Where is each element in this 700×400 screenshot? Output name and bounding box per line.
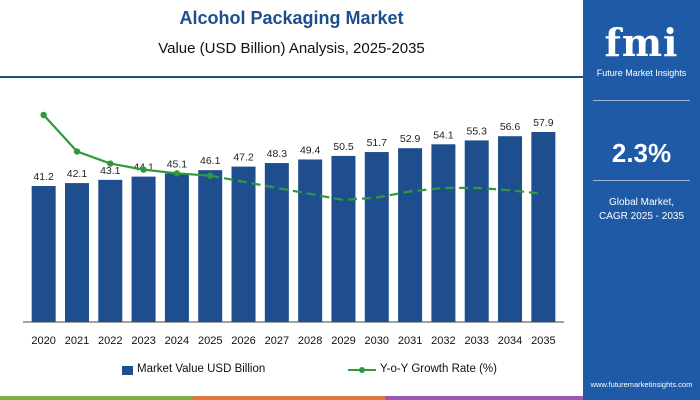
x-tick-2030: 2030 [365,335,389,347]
data-label-2035: 57.9 [533,117,554,129]
bar-2028 [298,159,323,322]
data-label-2028: 49.4 [300,144,321,156]
data-label-2029: 50.5 [333,141,354,153]
chart-area: Alcohol Packaging Market Value (USD Bill… [0,8,583,400]
bar-2029 [331,155,356,322]
data-label-2022: 43.1 [100,165,121,177]
sidebar-divider-top [593,100,690,101]
cagr-value: 2.3% [611,138,672,168]
growth-point-2021 [73,148,81,155]
data-label-2027: 48.3 [267,148,288,160]
data-label-2024: 45.1 [167,158,188,170]
x-tick-2029: 2029 [331,335,355,347]
data-label-2032: 54.1 [433,129,454,141]
x-tick-2020: 2020 [31,335,55,347]
data-label-2030: 51.7 [367,137,388,149]
bar-2021 [64,183,89,322]
bar-2020 [31,186,56,322]
data-label-2031: 52.9 [400,133,421,145]
x-tick-2025: 2025 [198,335,222,347]
x-tick-2026: 2026 [231,335,255,347]
bar-2033 [464,140,489,322]
legend-bar-swatch [122,366,133,375]
bottom-color-strip [0,396,583,400]
x-tick-2028: 2028 [298,335,322,347]
bar-2023 [131,176,156,322]
data-label-2033: 55.3 [467,125,488,137]
bar-2024 [164,173,189,322]
x-tick-2021: 2021 [65,335,89,347]
growth-point-2025 [207,172,214,179]
growth-point-2024 [173,170,181,177]
x-tick-2035: 2035 [531,335,555,347]
growth-point-2023 [140,166,147,173]
cagr-label-line1: Global Market, [608,197,675,208]
bar-2031 [398,148,423,322]
growth-point-2020 [40,111,47,119]
sidebar-panel: fmi Future Market Insights 2.3% Global M… [583,0,700,400]
x-tick-2033: 2033 [464,335,488,347]
growth-line-forecast [210,174,544,202]
bar-2030 [364,152,389,322]
bar-2032 [431,144,456,322]
bar-2035 [531,132,556,322]
x-tick-2022: 2022 [98,335,122,347]
logo-text: fmi [604,20,679,65]
legend-bar-label: Market Value USD Billion [137,363,266,375]
bar-line-chart: 41.2202042.1202143.1202244.1202345.12024… [23,111,564,347]
chart-subtitle: Value (USD Billion) Analysis, 2025-2035 [158,40,425,57]
data-label-2025: 46.1 [200,155,221,167]
bar-2025 [198,170,223,322]
fmi-logo: fmi Future Market Insights [589,8,694,90]
data-label-2026: 47.2 [233,152,254,164]
growth-line-actual [42,114,211,177]
x-tick-2031: 2031 [398,335,422,347]
data-label-2020: 41.2 [33,171,54,183]
data-label-2021: 42.1 [67,168,88,180]
website-link[interactable]: www.futuremarketinsights.com [590,380,693,389]
bar-2034 [498,136,523,322]
x-tick-2027: 2027 [265,335,289,347]
data-label-2034: 56.6 [500,121,521,133]
legend-line-label: Y-o-Y Growth Rate (%) [380,363,497,375]
sidebar-divider-mid [593,180,690,181]
cagr-label: Global Market, CAGR 2025 - 2035 [583,196,700,224]
title-divider [0,76,583,78]
bar-2026 [231,166,256,322]
x-tick-2024: 2024 [165,335,189,347]
cagr-label-line2: CAGR 2025 - 2035 [598,211,685,222]
legend-line-swatch [348,367,376,373]
growth-point-2022 [107,160,114,167]
x-tick-2023: 2023 [131,335,155,347]
x-tick-2034: 2034 [498,335,522,347]
logo-subtext: Future Market Insights [596,68,687,78]
x-tick-2032: 2032 [431,335,455,347]
bar-2022 [98,179,123,322]
chart-title: Alcohol Packaging Market [179,8,404,28]
